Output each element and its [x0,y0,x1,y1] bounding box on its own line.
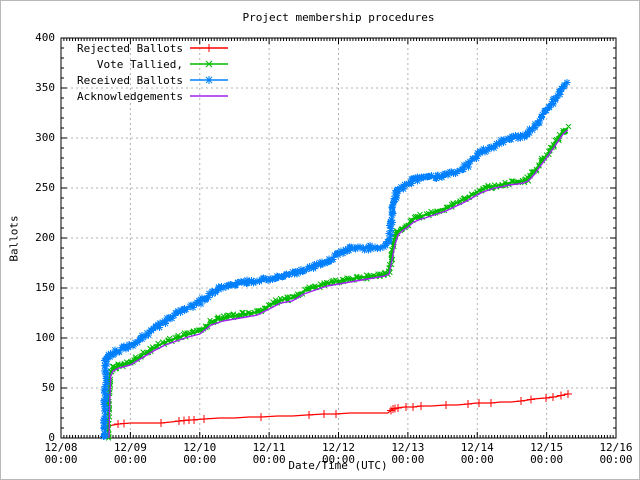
y-tick-label: 50 [41,381,55,394]
legend-row-rejected-ballots: Rejected Ballots [65,40,229,56]
x-tick-label: 12/09 00:00 [113,441,147,466]
legend-label-rejected-ballots: Rejected Ballots [77,41,183,55]
x-tick-label: 12/13 00:00 [391,441,425,466]
x-tick-label: 12/11 00:00 [252,441,286,466]
legend-sample-vote-tallied [190,60,228,68]
y-tick-label: 200 [35,231,55,244]
y-tick-label: 400 [35,31,55,44]
y-tick-label: 150 [35,281,55,294]
legend-sample-received-ballots [190,76,228,84]
y-tick-label: 350 [35,81,55,94]
x-axis-title: Date/Time (UTC) [288,459,388,472]
x-tick-label: 12/15 00:00 [530,441,564,466]
x-tick-label: 12/16 00:00 [599,441,633,466]
y-tick-label: 0 [48,431,55,444]
legend-row-received-ballots: Received Ballots [65,72,229,88]
x-tick-label: 12/10 00:00 [183,441,217,466]
legend-label-received-ballots: Received Ballots [77,73,183,87]
legend-sample-rejected-ballots [190,44,228,52]
x-tick-label: 12/12 00:00 [321,441,356,466]
chart-legend: Rejected Ballots Vote Tallied, Received … [65,40,229,104]
x-tick-label: 12/14 00:00 [460,441,494,466]
chart-title: Project membership procedures [242,11,435,24]
legend-row-acknowledgements: Acknowledgements [65,88,229,104]
y-tick-label: 300 [35,131,55,144]
x-tick-label: 12/08 00:00 [44,441,78,466]
legend-sample-acknowledgements [190,95,228,97]
legend-label-vote-tallied: Vote Tallied, [96,57,183,71]
y-tick-label: 100 [35,331,55,344]
legend-label-acknowledgements: Acknowledgements [77,89,183,103]
legend-row-vote-tallied: Vote Tallied, [65,56,229,72]
y-tick-label: 250 [35,181,55,194]
